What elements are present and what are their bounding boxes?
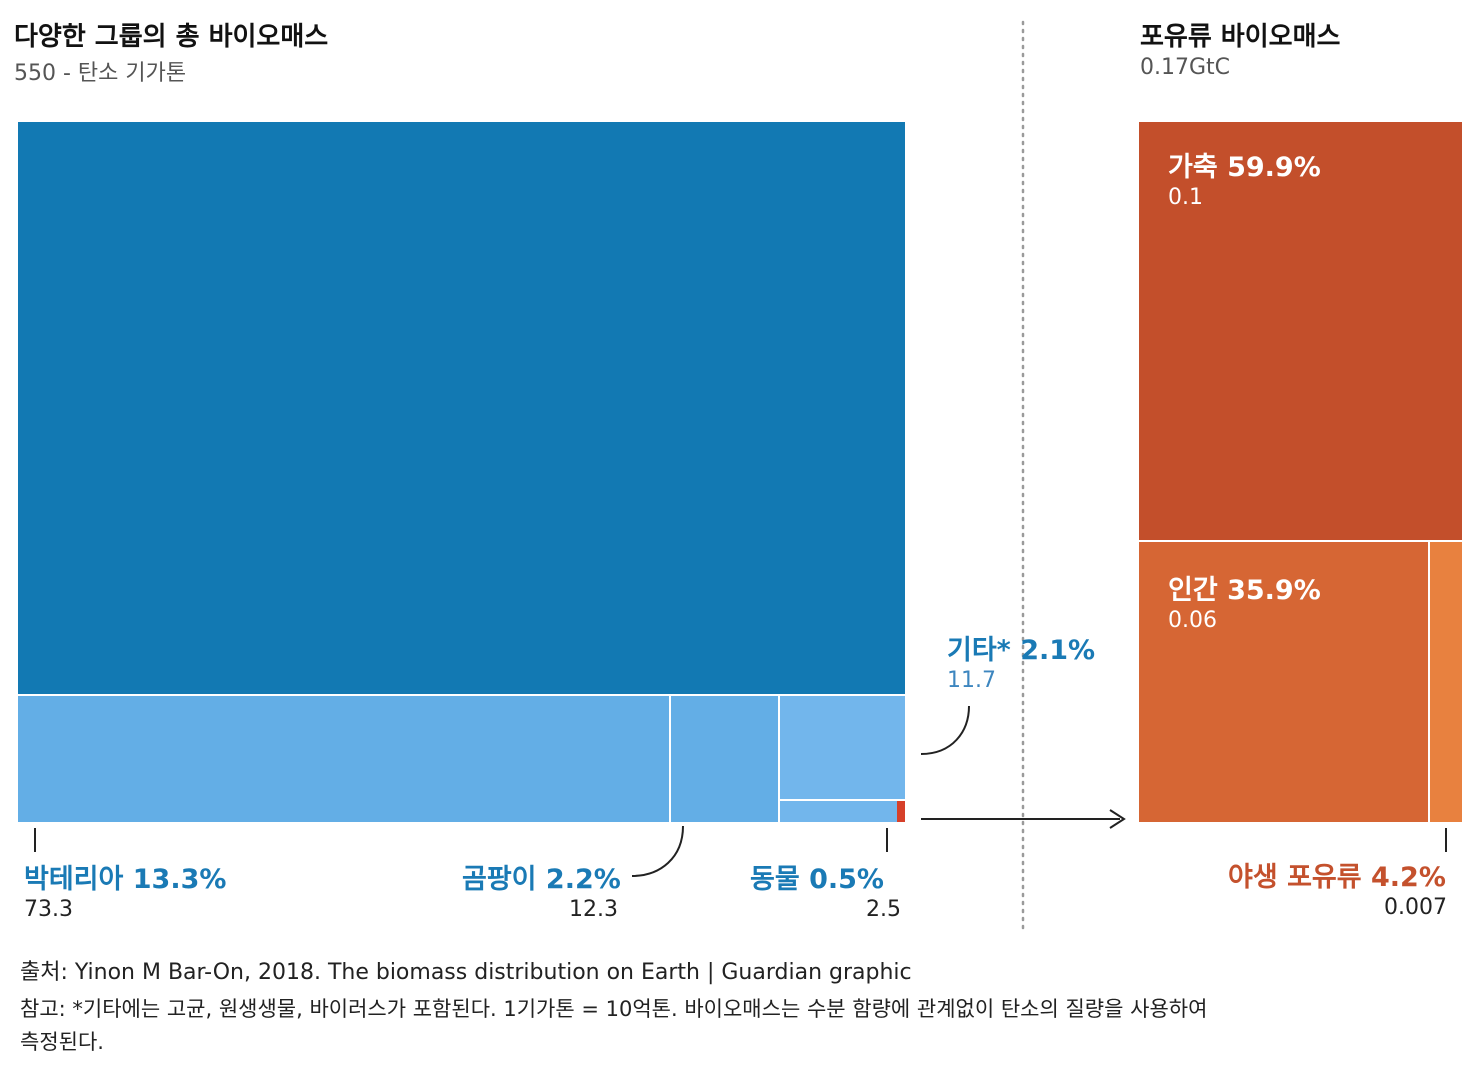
other-leader-line	[920, 705, 970, 755]
bacteria-label: 박테리아 13.3%	[24, 864, 227, 895]
other-value: 11.7	[947, 668, 996, 693]
fungi-leader-line	[631, 825, 684, 877]
right-chart-subtitle: 0.17GtC	[1140, 55, 1231, 80]
right-chart-title: 포유류 바이오매스	[1140, 22, 1341, 52]
animals-value: 2.5	[866, 897, 901, 922]
bacteria-value: 73.3	[24, 897, 73, 922]
fungi-label: 곰팡이 2.2%	[462, 864, 621, 895]
footnote-line2: 측정된다.	[20, 1030, 104, 1054]
wild-mammals-value: 0.007	[1384, 895, 1447, 920]
humans-value: 0.06	[1168, 608, 1217, 633]
left-chart-subtitle: 550 - 탄소 기가톤	[14, 61, 187, 86]
livestock-label: 가축 59.9%	[1168, 152, 1321, 183]
humans-label: 인간 35.9%	[1168, 575, 1321, 606]
source-note: 출처: Yinon M Bar-On, 2018. The biomass di…	[20, 960, 912, 985]
animals-label: 동물 0.5%	[750, 864, 884, 895]
fungi-value: 12.3	[569, 897, 618, 922]
footnote-line1: 참고: *기타에는 고균, 원생생물, 바이러스가 포함된다. 1기가톤 = 1…	[20, 997, 1208, 1021]
zoom-arrow-head	[1109, 809, 1126, 829]
livestock-value: 0.1	[1168, 185, 1203, 210]
other-label: 기타* 2.1%	[947, 635, 1096, 666]
left-chart-title: 다양한 그룹의 총 바이오매스	[14, 22, 329, 52]
wild-mammals-label: 야생 포유류 4.2%	[1228, 862, 1446, 893]
